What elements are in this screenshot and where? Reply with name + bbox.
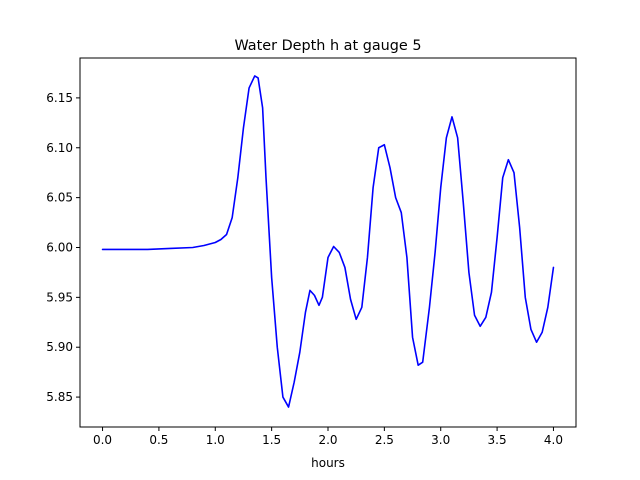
x-tick-label-3: 1.5 <box>262 433 281 447</box>
y-tick-label-5: 6.10 <box>46 141 73 155</box>
x-tick-label-4: 2.0 <box>318 433 337 447</box>
x-tick-label-0: 0.0 <box>93 433 112 447</box>
chart-title: Water Depth h at gauge 5 <box>234 38 421 54</box>
x-axis-label: hours <box>311 456 345 470</box>
x-tick-label-1: 0.5 <box>149 433 168 447</box>
y-tick-label-3: 6.00 <box>46 240 73 254</box>
y-tick-label-1: 5.90 <box>46 340 73 354</box>
x-tick-label-7: 3.5 <box>488 433 507 447</box>
plot-area: 0.0 0.5 1.0 1.5 2.0 2.5 3.0 3.5 4.0 5.85 5.90 5.95 6… <box>46 57 577 447</box>
x-tick-label-5: 2.5 <box>375 433 394 447</box>
series-line-0 <box>101 75 555 408</box>
x-tick-label-6: 3.0 <box>431 433 450 447</box>
y-tick-label-0: 5.85 <box>46 390 73 404</box>
y-tick-label-4: 6.05 <box>46 191 73 205</box>
x-tick-label-2: 1.0 <box>206 433 225 447</box>
x-tick-label-8: 4.0 <box>544 433 563 447</box>
y-tick-label-2: 5.95 <box>46 290 73 304</box>
y-tick-label-6: 6.15 <box>46 91 73 105</box>
